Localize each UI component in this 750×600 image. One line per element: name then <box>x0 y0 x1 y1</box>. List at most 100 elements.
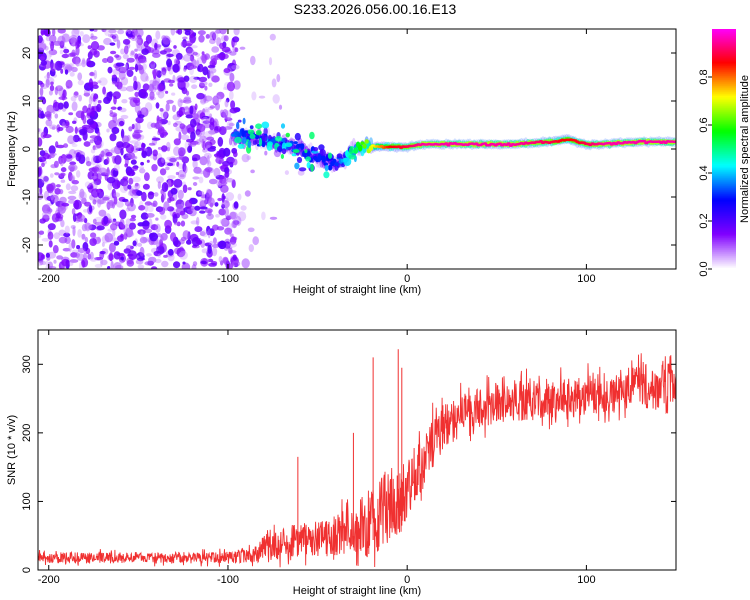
noise-blob <box>141 150 148 159</box>
noise-blob <box>127 231 135 237</box>
colorbar-segment <box>712 191 736 194</box>
noise-blob <box>198 76 208 82</box>
noise-blob <box>224 99 229 108</box>
noise-blob <box>223 35 229 42</box>
noise-blob <box>278 104 283 110</box>
noise-blob <box>47 113 52 122</box>
y-axis-label: Frequency (Hz) <box>6 111 18 187</box>
noise-blob <box>71 180 79 184</box>
noise-blob <box>134 91 140 97</box>
noise-blob <box>107 66 113 74</box>
noise-blob <box>46 207 52 215</box>
noise-blob <box>200 260 207 265</box>
colorbar-segment <box>712 107 736 110</box>
noise-blob <box>61 92 66 101</box>
noise-blob <box>167 248 174 256</box>
noise-blob <box>272 94 280 104</box>
noise-blob <box>157 83 165 92</box>
colorbar-segment <box>712 47 736 50</box>
noise-blob <box>181 125 189 135</box>
noise-blob <box>141 220 150 227</box>
colorbar-segment <box>712 223 736 226</box>
noise-blob <box>50 81 54 86</box>
noise-blob <box>52 29 56 36</box>
noise-blob <box>151 164 158 172</box>
x-axis-label: Height of straight line (km) <box>293 284 421 296</box>
signal-blob <box>348 154 356 160</box>
noise-blob <box>187 187 192 191</box>
noise-blob <box>166 99 174 104</box>
noise-blob <box>94 257 103 261</box>
noise-blob <box>189 65 195 76</box>
noise-blob <box>183 54 192 62</box>
noise-blob <box>170 29 176 36</box>
noise-blob <box>62 121 66 129</box>
noise-blob <box>72 120 77 125</box>
colorbar-segment <box>712 265 736 268</box>
noise-blob <box>142 83 150 91</box>
noise-blob <box>50 164 57 169</box>
noise-blob <box>73 91 79 96</box>
noise-blob <box>84 201 91 207</box>
noise-blob <box>196 92 205 100</box>
noise-blob <box>104 232 114 243</box>
colorbar-segment <box>712 207 736 210</box>
noise-blob <box>71 66 78 73</box>
noise-blob <box>102 58 109 63</box>
x-tick-label: 0 <box>404 574 410 586</box>
noise-blob <box>68 199 76 204</box>
noise-blob <box>202 140 206 151</box>
noise-blob <box>206 155 210 165</box>
noise-blob <box>135 100 141 106</box>
colorbar-segment <box>712 243 736 246</box>
noise-blob <box>184 30 191 36</box>
noise-blob <box>113 262 122 269</box>
noise-blob <box>49 84 55 92</box>
noise-blob <box>84 222 91 232</box>
noise-blob <box>191 58 197 67</box>
noise-blob <box>79 30 84 37</box>
noise-blob <box>223 68 231 74</box>
noise-blob <box>186 239 192 245</box>
noise-blob <box>102 196 110 201</box>
noise-blob <box>135 37 142 44</box>
signal-blob <box>300 143 305 150</box>
noise-blob <box>224 227 233 235</box>
noise-blob <box>155 238 161 248</box>
noise-blob <box>95 140 102 149</box>
noise-blob <box>132 131 141 140</box>
noise-blob <box>214 126 219 134</box>
noise-blob <box>197 65 201 72</box>
noise-blob <box>82 105 88 114</box>
noise-blob <box>101 242 105 247</box>
noise-blob <box>269 216 278 220</box>
noise-blob <box>146 253 152 257</box>
noise-blob <box>83 252 87 262</box>
noise-blob <box>120 148 124 156</box>
colorbar-segment <box>712 125 736 128</box>
noise-blob <box>133 141 143 149</box>
noise-blob <box>173 138 181 146</box>
noise-blob <box>43 176 49 182</box>
noise-blob <box>204 85 208 91</box>
colorbar-segment <box>712 177 736 180</box>
signal-blob <box>254 134 260 140</box>
noise-blob <box>54 172 60 176</box>
noise-blob <box>192 51 198 56</box>
colorbar-tick-label: 0.4 <box>698 165 710 180</box>
noise-blob <box>93 69 98 80</box>
signal-blob <box>261 140 266 148</box>
noise-blob <box>39 158 43 163</box>
colorbar-segment <box>712 263 736 266</box>
noise-blob <box>75 110 85 119</box>
signal-blob <box>305 156 311 162</box>
noise-blob <box>229 211 238 220</box>
noise-blob <box>126 170 136 177</box>
colorbar-segment <box>712 205 736 208</box>
noise-blob <box>42 134 52 139</box>
signal-blob <box>323 171 330 179</box>
noise-blob <box>215 214 220 218</box>
noise-blob <box>45 119 53 127</box>
noise-blob <box>225 192 235 201</box>
signal-blob <box>249 125 254 130</box>
